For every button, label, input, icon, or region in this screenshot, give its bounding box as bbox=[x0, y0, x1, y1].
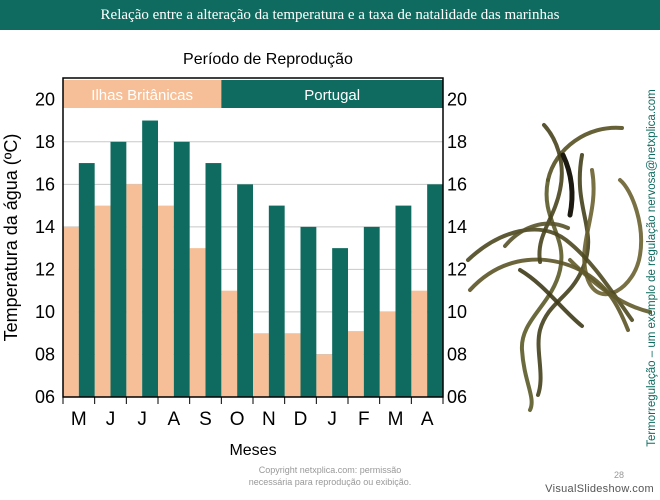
eel-illustration bbox=[518, 268, 584, 328]
eel-illustration bbox=[582, 168, 643, 297]
bar-portugal bbox=[332, 248, 348, 397]
eel-illustration bbox=[537, 123, 564, 264]
x-tick-label: J bbox=[327, 409, 337, 430]
slide-number: 28 bbox=[613, 470, 624, 480]
bar-ilhas-britanicas bbox=[158, 205, 174, 397]
y-tick-label-left: 10 bbox=[35, 302, 55, 322]
bar-portugal bbox=[300, 226, 317, 397]
eel-illustration bbox=[466, 227, 634, 322]
bar-ilhas-britanicas bbox=[221, 290, 238, 397]
x-tick-label: M bbox=[71, 409, 87, 430]
y-tick-label-left: 16 bbox=[35, 174, 55, 194]
x-tick-label: J bbox=[106, 409, 116, 430]
x-tick-label: O bbox=[230, 409, 245, 430]
y-axis-label: Temperatura da água (ºC) bbox=[1, 134, 21, 342]
bar-portugal bbox=[268, 205, 285, 397]
y-tick-label-right: 08 bbox=[447, 344, 467, 364]
bar-ilhas-britanicas bbox=[284, 333, 301, 397]
bar-portugal bbox=[205, 163, 222, 397]
y-tick-label-right: 20 bbox=[447, 89, 467, 109]
eel-illustration bbox=[503, 221, 570, 248]
bar-ilhas-britanicas bbox=[253, 333, 269, 397]
bar-portugal bbox=[142, 120, 158, 398]
x-tick-label: D bbox=[294, 409, 308, 430]
eel-illustration bbox=[568, 258, 652, 314]
y-tick-label-right: 12 bbox=[447, 259, 467, 279]
copyright-line-2: necessária para reprodução ou exibição. bbox=[248, 477, 412, 487]
copyright-line-1: Copyright netxplica.com: permissão bbox=[258, 465, 402, 475]
y-tick-label-left: 06 bbox=[35, 387, 55, 407]
x-axis-label: Meses bbox=[229, 442, 276, 459]
bar-portugal bbox=[78, 163, 95, 397]
bar-ilhas-britanicas bbox=[94, 205, 111, 397]
y-tick-label-left: 18 bbox=[35, 132, 55, 152]
temperature-bar-chart: 06 06 08 08 10 10 12 12 14 14 16 16 18 18 20 20 Ilhas Br… bbox=[1, 51, 652, 459]
bar-portugal bbox=[395, 205, 412, 397]
x-tick-label: J bbox=[137, 409, 147, 430]
bar-portugal bbox=[427, 184, 443, 397]
x-tick-label: F bbox=[358, 409, 370, 430]
y-tick-label-left: 12 bbox=[35, 259, 55, 279]
y-tick-label-right: 16 bbox=[447, 174, 467, 194]
y-tick-label-right: 18 bbox=[447, 132, 467, 152]
x-tick-label: N bbox=[262, 409, 276, 430]
slide-title: Relação entre a alteração da temperatura… bbox=[0, 0, 660, 30]
eel-illustration bbox=[546, 125, 624, 182]
y-tick-label-right: 14 bbox=[447, 217, 467, 237]
y-tick-label-right: 10 bbox=[447, 302, 467, 322]
bar-portugal bbox=[110, 141, 127, 397]
bar-ilhas-britanicas bbox=[63, 226, 79, 397]
brand-watermark: VisualSlideshow.com bbox=[545, 483, 654, 495]
eel-illustration bbox=[560, 152, 575, 218]
y-tick-label-left: 20 bbox=[35, 89, 55, 109]
copyright-notice: Copyright netxplica.com: permissão neces… bbox=[215, 464, 445, 488]
period-label-portugal: Portugal bbox=[304, 87, 360, 104]
bar-portugal bbox=[237, 184, 253, 397]
bar-ilhas-britanicas bbox=[379, 311, 396, 397]
bar-ilhas-britanicas bbox=[411, 290, 428, 397]
eel-illustration bbox=[536, 153, 591, 397]
bar-portugal bbox=[363, 226, 380, 397]
bar-ilhas-britanicas bbox=[189, 248, 206, 397]
bar-portugal bbox=[173, 141, 190, 397]
period-label-ilhas-britanicas: Ilhas Britânicas bbox=[91, 87, 193, 104]
side-caption: Termorregulação – um exemplo de regulaçã… bbox=[646, 89, 658, 447]
x-tick-label: A bbox=[167, 409, 180, 430]
y-tick-label-right: 06 bbox=[447, 387, 467, 407]
period-band-ilhas-britanicas bbox=[63, 80, 222, 108]
bar-ilhas-britanicas bbox=[126, 184, 143, 397]
y-tick-label-left: 08 bbox=[35, 344, 55, 364]
x-tick-label: A bbox=[421, 409, 434, 430]
bar-ilhas-britanicas bbox=[348, 331, 364, 397]
chart-title: Período de Reprodução bbox=[183, 51, 353, 68]
x-tick-label: S bbox=[199, 409, 212, 430]
y-tick-label-left: 14 bbox=[35, 217, 55, 237]
bar-ilhas-britanicas bbox=[316, 354, 333, 397]
period-band-portugal bbox=[221, 80, 443, 108]
x-tick-label: M bbox=[388, 409, 404, 430]
